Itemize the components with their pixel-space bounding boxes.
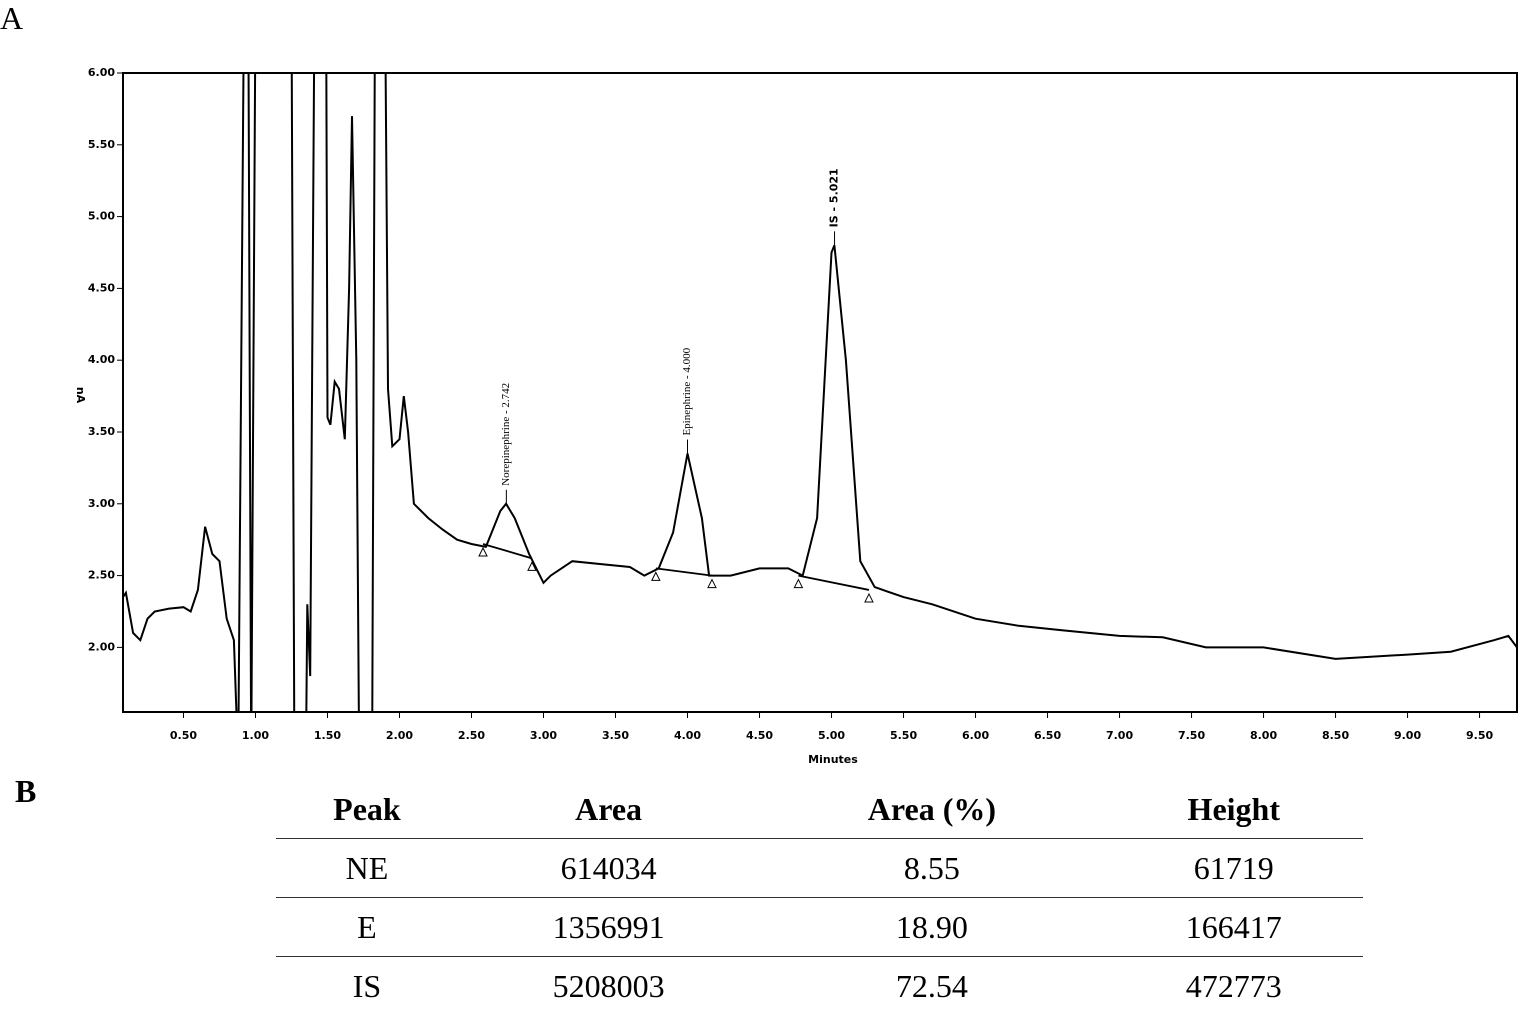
y-tick-label: 3.50 <box>88 425 115 438</box>
table-cell: 472773 <box>1105 957 1363 1015</box>
x-tick-label: 9.00 <box>1394 729 1421 742</box>
table-cell: 18.90 <box>759 898 1104 957</box>
peak-label: Norepinephrine - 2.742 <box>500 383 512 486</box>
y-tick-label: 5.00 <box>88 210 115 223</box>
x-tick-label: 2.50 <box>458 729 485 742</box>
table-cell: 72.54 <box>759 957 1104 1015</box>
table-cell: 8.55 <box>759 839 1104 898</box>
table-cell: 1356991 <box>458 898 759 957</box>
plot-frame <box>123 73 1517 712</box>
x-tick-label: 1.50 <box>314 729 341 742</box>
table-cell: NE <box>276 839 458 898</box>
baseline-marker <box>652 572 660 580</box>
x-tick-label: 5.50 <box>890 729 917 742</box>
x-tick-label: 5.00 <box>818 729 845 742</box>
chart: nA Minutes 2.00 2.50 3.00 3.50 4.00 4.50 5.00 5… <box>0 0 1520 770</box>
peak-label: Epinephrine - 4.000 <box>681 347 693 435</box>
x-tick-label: 2.00 <box>386 729 413 742</box>
header-cell: Height <box>1105 780 1363 839</box>
table-cell: 61719 <box>1105 839 1363 898</box>
x-tick-label: 8.50 <box>1322 729 1349 742</box>
y-tick-label: 3.00 <box>88 497 115 510</box>
panel-label: B <box>15 773 36 810</box>
table-cell: 614034 <box>458 839 759 898</box>
y-tick-label: 4.00 <box>88 353 115 366</box>
trace <box>123 1 1517 762</box>
header-cell: Peak <box>276 780 458 839</box>
peak-label: IS - 5.021 <box>828 168 841 227</box>
table-cell: E <box>276 898 458 957</box>
x-tick-label: 0.50 <box>170 729 197 742</box>
y-tick-label: 4.50 <box>88 281 115 294</box>
baseline <box>798 576 869 590</box>
x-tick-label: 4.50 <box>746 729 773 742</box>
baseline-marker <box>708 580 716 588</box>
baseline-marker <box>479 548 487 556</box>
table-cell: IS <box>276 957 458 1015</box>
x-tick-label: 7.50 <box>1178 729 1205 742</box>
x-tick-label: 6.50 <box>1034 729 1061 742</box>
x-axis-label: Minutes <box>808 753 858 766</box>
y-axis-label: nA <box>74 387 87 404</box>
x-tick-label: 8.00 <box>1250 729 1277 742</box>
header-cell: Area <box>458 780 759 839</box>
header-cell: Area (%) <box>759 780 1104 839</box>
baseline-marker <box>794 580 802 588</box>
baseline <box>656 568 712 575</box>
x-tick-label: 3.00 <box>530 729 557 742</box>
table-cell: 5208003 <box>458 957 759 1015</box>
baseline <box>483 544 532 558</box>
x-tick-label: 9.50 <box>1466 729 1493 742</box>
x-tick-label: 7.00 <box>1106 729 1133 742</box>
table-cell: 166417 <box>1105 898 1363 957</box>
x-tick-label: 1.00 <box>242 729 269 742</box>
y-tick-label: 2.00 <box>88 640 115 653</box>
y-tick-label: 2.50 <box>88 569 115 582</box>
x-tick-label: 6.00 <box>962 729 989 742</box>
baseline-marker <box>865 594 873 602</box>
x-tick-label: 3.50 <box>602 729 629 742</box>
y-tick-label: 6.00 <box>88 66 115 79</box>
x-tick-label: 4.00 <box>674 729 701 742</box>
plot-area <box>123 1 1517 762</box>
y-tick-label: 5.50 <box>88 138 115 151</box>
